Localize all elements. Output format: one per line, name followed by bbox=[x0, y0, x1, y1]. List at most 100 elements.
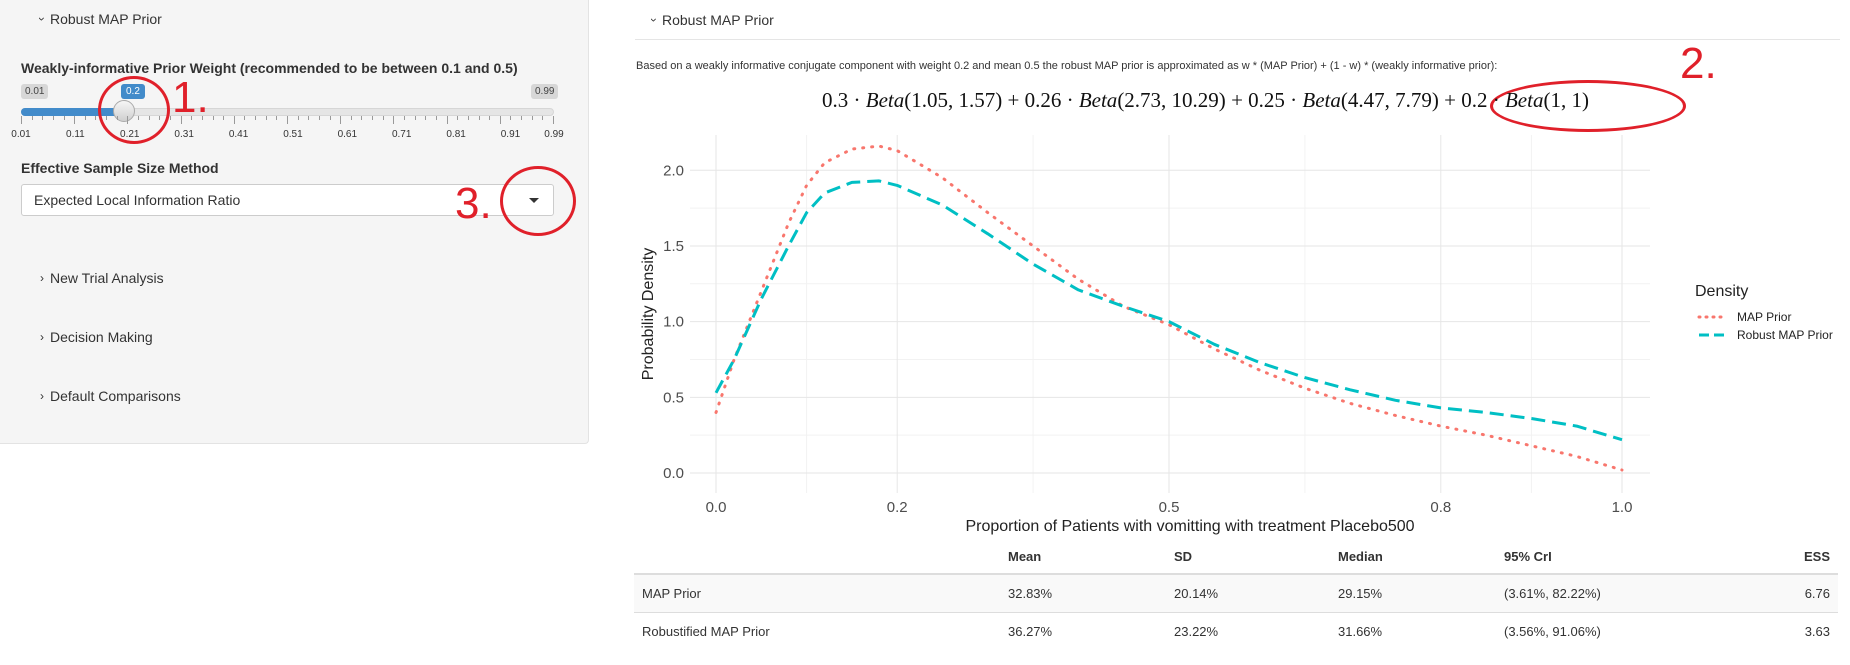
legend-label: Robust MAP Prior bbox=[1737, 328, 1833, 342]
chevron-right-icon: › bbox=[40, 271, 44, 285]
slider-tick bbox=[308, 116, 310, 120]
table-header: ESS bbox=[1762, 540, 1838, 575]
chevron-down-icon: › bbox=[647, 18, 661, 22]
slider-tick bbox=[31, 116, 33, 120]
ess-method-value: Expected Local Information Ratio bbox=[34, 192, 241, 208]
slider-tick-label: 0.41 bbox=[228, 129, 249, 140]
y-tick-label: 1.5 bbox=[663, 238, 684, 255]
x-tick-label: 0.5 bbox=[1159, 499, 1180, 516]
robust-prior-description: Based on a weakly informative conjugate … bbox=[636, 60, 1498, 72]
formula-term-3: 0.25 · Beta(4.47, 7.79) bbox=[1248, 88, 1439, 112]
decision-making-toggle[interactable]: › Decision Making bbox=[40, 329, 153, 345]
slider-tick bbox=[499, 116, 501, 124]
section-label: New Trial Analysis bbox=[50, 270, 164, 286]
y-tick-label: 0.5 bbox=[663, 389, 684, 406]
table-cell: (3.56%, 91.06%) bbox=[1496, 612, 1762, 650]
legend-swatch-robust bbox=[1699, 333, 1725, 337]
table-cell: 32.83% bbox=[1000, 573, 1166, 613]
table-cell: 23.22% bbox=[1166, 612, 1330, 650]
new-trial-analysis-toggle[interactable]: › New Trial Analysis bbox=[40, 270, 164, 286]
slider-tick bbox=[223, 116, 225, 120]
formula-term-1: 0.3 · Beta(1.05, 1.57) bbox=[822, 88, 1003, 112]
table-cell: 36.27% bbox=[1000, 612, 1166, 650]
table-header: Median bbox=[1330, 540, 1496, 575]
annotation-ellipse-2 bbox=[1490, 80, 1686, 132]
divider bbox=[635, 39, 1840, 40]
x-axis-label: Proportion of Patients with vomitting wi… bbox=[965, 518, 1414, 535]
default-comparisons-toggle[interactable]: › Default Comparisons bbox=[40, 388, 181, 404]
y-tick-label: 2.0 bbox=[663, 162, 684, 179]
slider-tick bbox=[531, 116, 533, 120]
right-robust-map-prior-toggle[interactable]: › Robust MAP Prior bbox=[647, 12, 774, 28]
slider-tick bbox=[467, 116, 469, 120]
slider-min-label: 0.01 bbox=[21, 84, 49, 99]
slider-tick bbox=[382, 116, 384, 120]
robust-map-prior-toggle[interactable]: › Robust MAP Prior bbox=[35, 11, 162, 27]
table-header bbox=[634, 540, 1000, 575]
table-header: Mean bbox=[1000, 540, 1166, 575]
slider-tick bbox=[255, 116, 257, 120]
slider-tick bbox=[74, 116, 76, 124]
x-tick-label: 1.0 bbox=[1612, 499, 1633, 516]
slider-tick bbox=[404, 116, 406, 120]
table-cell: 6.76 bbox=[1762, 573, 1838, 613]
left-sidebar-panel: › Robust MAP Prior Weakly-informative Pr… bbox=[0, 0, 589, 444]
chevron-down-icon: › bbox=[35, 17, 49, 21]
slider-tick-label: 0.01 bbox=[11, 129, 31, 140]
slider-tick bbox=[276, 116, 278, 120]
table-row: MAP Prior 32.83% 20.14% 29.15% (3.61%, 8… bbox=[634, 573, 1838, 613]
slider-tick bbox=[63, 116, 65, 120]
slider-max-label: 0.99 bbox=[531, 84, 559, 99]
slider-tick bbox=[489, 116, 491, 120]
slider-tick bbox=[521, 116, 523, 120]
slider-tick bbox=[372, 116, 374, 120]
slider-tick bbox=[446, 116, 448, 124]
annotation-circle-1 bbox=[98, 76, 170, 144]
slider-tick bbox=[201, 116, 203, 120]
slider-tick bbox=[435, 116, 437, 120]
x-tick-label: 0.2 bbox=[887, 499, 908, 516]
chevron-right-icon: › bbox=[40, 330, 44, 344]
table-cell: 31.66% bbox=[1330, 612, 1496, 650]
annotation-circle-3 bbox=[500, 166, 576, 236]
slider-tick bbox=[393, 116, 395, 124]
slider-fill bbox=[21, 108, 125, 116]
slider-tick bbox=[457, 116, 459, 120]
slider-tick-label: 0.99 bbox=[544, 129, 564, 140]
slider-tick-label: 0.31 bbox=[174, 129, 194, 140]
legend-item-robust-map-prior: Robust MAP Prior bbox=[1697, 328, 1833, 342]
table-cell: 3.63 bbox=[1762, 612, 1838, 650]
slider-tick-label: 0.71 bbox=[391, 129, 412, 140]
slider-tick bbox=[191, 116, 193, 120]
slider-tick bbox=[340, 116, 342, 124]
slider-tick-label: 0.61 bbox=[337, 129, 358, 140]
slider-tick bbox=[542, 116, 544, 120]
section-label: Default Comparisons bbox=[50, 388, 181, 404]
slider-tick bbox=[553, 116, 554, 124]
legend-title: Density bbox=[1695, 283, 1749, 300]
slider-tick bbox=[414, 116, 416, 120]
slider-tick bbox=[52, 116, 54, 120]
table-header-row: Mean SD Median 95% CrI ESS bbox=[634, 540, 1838, 575]
robust-map-prior-header: Robust MAP Prior bbox=[50, 11, 162, 27]
slider-tick bbox=[180, 116, 182, 124]
annotation-number-2: 2. bbox=[1680, 39, 1717, 88]
table-cell: 29.15% bbox=[1330, 573, 1496, 613]
chevron-right-icon: › bbox=[40, 389, 44, 403]
y-axis-label: Probability Density bbox=[640, 248, 657, 381]
legend-swatch-map bbox=[1697, 315, 1727, 319]
right-robust-map-prior-header: Robust MAP Prior bbox=[662, 12, 774, 28]
formula-term-2: 0.26 · Beta(2.73, 10.29) bbox=[1024, 88, 1226, 112]
prior-weight-label: Weakly-informative Prior Weight (recomme… bbox=[21, 60, 518, 76]
slider-tick bbox=[287, 116, 288, 124]
table-cell: 20.14% bbox=[1166, 573, 1330, 613]
legend-item-map-prior: MAP Prior bbox=[1697, 310, 1791, 324]
slider-tick bbox=[350, 116, 352, 120]
x-tick-label: 0.0 bbox=[706, 499, 727, 516]
slider-tick bbox=[478, 116, 480, 120]
slider-tick bbox=[95, 116, 97, 120]
slider-tick bbox=[84, 116, 86, 120]
annotation-number-1: 1. bbox=[172, 73, 209, 122]
table-header: SD bbox=[1166, 540, 1330, 575]
slider-tick bbox=[42, 116, 44, 120]
